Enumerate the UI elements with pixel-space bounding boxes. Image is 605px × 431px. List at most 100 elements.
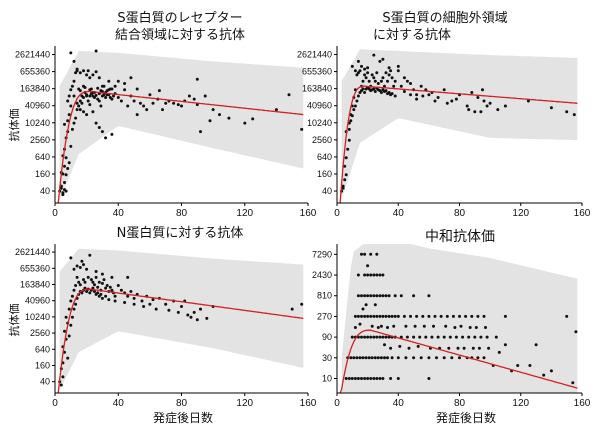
- data-point: [346, 147, 350, 151]
- data-point: [300, 302, 304, 306]
- data-point: [119, 288, 123, 292]
- fit-curve: [57, 90, 304, 204]
- data-point: [479, 110, 483, 114]
- title-line-2: 結合領域に対する抗体: [115, 27, 245, 43]
- data-point: [398, 344, 402, 348]
- data-point: [464, 314, 468, 318]
- data-point: [341, 186, 345, 190]
- data-point: [427, 294, 431, 298]
- data-point: [355, 73, 359, 77]
- data-point: [427, 93, 431, 97]
- data-point: [387, 314, 391, 318]
- data-point: [104, 294, 108, 298]
- data-point: [75, 69, 79, 73]
- data-point: [456, 346, 460, 350]
- data-point: [482, 356, 486, 360]
- data-point: [415, 93, 419, 97]
- data-point: [409, 314, 412, 318]
- data-point: [94, 270, 98, 273]
- data-point: [386, 356, 389, 360]
- data-point: [363, 273, 367, 277]
- data-point: [376, 326, 380, 329]
- data-point: [381, 57, 385, 61]
- data-point: [66, 167, 70, 170]
- data-point: [379, 91, 383, 94]
- data-point: [476, 314, 480, 318]
- data-point: [116, 284, 120, 287]
- data-point: [59, 186, 63, 190]
- data-point: [366, 377, 370, 380]
- data-point: [363, 67, 367, 71]
- data-point: [135, 113, 139, 117]
- data-point: [353, 314, 357, 318]
- data-point: [442, 335, 446, 339]
- x-tick-label: 40: [113, 398, 125, 409]
- data-point: [243, 121, 247, 125]
- data-point: [479, 335, 483, 339]
- x-tick-label: 160: [574, 208, 591, 219]
- data-point: [353, 104, 357, 108]
- data-point: [108, 285, 112, 289]
- data-point: [416, 344, 420, 348]
- data-point: [353, 326, 357, 329]
- data-point: [104, 286, 108, 290]
- data-point: [88, 253, 92, 257]
- data-point: [565, 110, 569, 114]
- data-point: [427, 356, 431, 360]
- data-point: [164, 302, 168, 306]
- data-point: [542, 373, 546, 377]
- data-point: [85, 73, 89, 77]
- data-point: [347, 377, 351, 380]
- data-point: [69, 256, 73, 260]
- data-point: [102, 93, 106, 97]
- data-point: [94, 121, 98, 125]
- y-tick-label: 640: [35, 152, 50, 162]
- data-point: [195, 318, 199, 322]
- data-point: [363, 314, 367, 318]
- data-point: [96, 285, 100, 289]
- data-point: [187, 94, 191, 98]
- data-point: [454, 97, 458, 101]
- y-tick-label: 7290: [312, 249, 332, 259]
- data-point: [97, 280, 101, 284]
- data-point: [369, 294, 373, 298]
- data-point: [227, 116, 231, 120]
- y-axis-label: 抗体価: [7, 304, 21, 337]
- data-point: [113, 299, 117, 303]
- data-point: [355, 356, 359, 360]
- panel-rbd: S蛋白質のレセプター 結合領域に対する抗体 抗体価 40 160 640 2560 10…: [7, 10, 317, 219]
- x-axis-label: 発症後日数: [436, 410, 496, 425]
- data-point: [167, 308, 171, 312]
- x-tick-label: 160: [300, 398, 317, 409]
- y-tick-label: 2621440: [15, 247, 50, 257]
- data-point: [473, 110, 477, 114]
- data-point: [409, 82, 412, 85]
- data-point: [378, 314, 382, 318]
- x-tick-label: 40: [393, 398, 405, 409]
- data-point: [148, 302, 152, 306]
- data-point: [451, 314, 455, 318]
- data-point: [80, 101, 84, 105]
- data-point: [205, 316, 209, 320]
- data-point: [402, 90, 406, 93]
- data-point: [369, 377, 373, 380]
- data-point: [390, 76, 394, 80]
- data-point: [412, 294, 416, 298]
- data-point: [75, 108, 79, 112]
- data-point: [349, 119, 353, 123]
- y-tick-label: 163840: [302, 84, 332, 94]
- fit-curve: [339, 329, 578, 394]
- data-point: [367, 356, 371, 360]
- data-point: [381, 335, 385, 339]
- data-point: [82, 263, 85, 267]
- x-tick-label: 80: [176, 398, 188, 409]
- data-point: [427, 377, 431, 380]
- data-point: [203, 94, 207, 98]
- data-point: [549, 106, 553, 110]
- data-point: [459, 324, 463, 328]
- data-point: [195, 103, 199, 107]
- data-point: [482, 314, 486, 318]
- data-point: [393, 294, 397, 298]
- data-point: [80, 259, 84, 263]
- x-axis-label: 発症後日数: [153, 410, 213, 425]
